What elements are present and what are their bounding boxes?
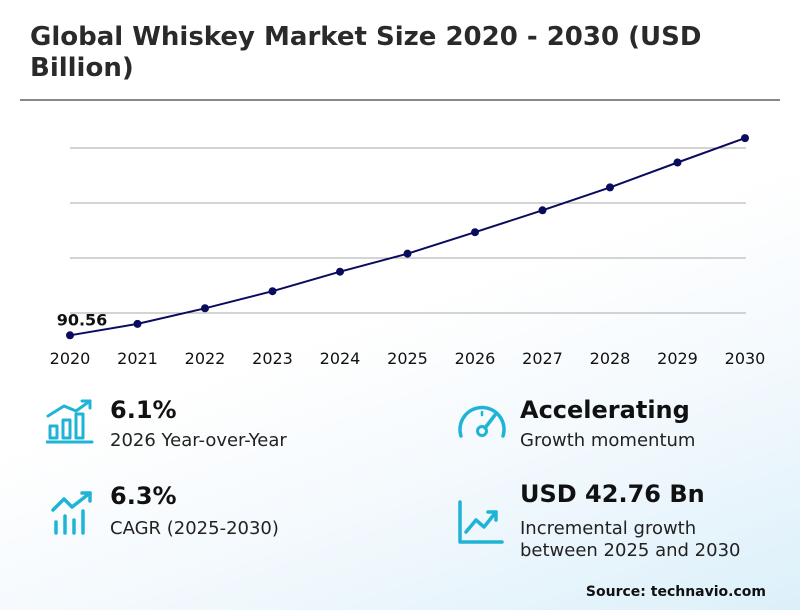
x-tick-label: 2021 <box>117 349 158 368</box>
data-point <box>66 331 74 340</box>
data-points <box>66 134 749 340</box>
x-tick-label: 2030 <box>725 349 766 368</box>
kpi-label: CAGR (2025-2030) <box>110 518 279 539</box>
data-point <box>268 287 277 296</box>
chart-title: Global Whiskey Market Size 2020 - 2030 (… <box>30 22 702 83</box>
x-tick-label: 2026 <box>455 349 496 368</box>
kpi-label: Growth momentum <box>520 430 696 451</box>
data-point <box>201 304 209 313</box>
x-tick-label: 2024 <box>320 349 361 368</box>
x-tick-label: 2029 <box>657 349 698 368</box>
line-chart: 2020 2021 2022 2023 2024 2025 2026 2027 2028 2029… <box>50 134 766 368</box>
kpi-value: 6.1% <box>110 396 177 424</box>
kpi-label-line2: between 2025 and 2030 <box>520 540 741 561</box>
x-tick-label: 2023 <box>252 349 293 368</box>
data-point <box>336 267 344 276</box>
x-tick-label: 2028 <box>590 349 631 368</box>
data-point <box>133 319 142 328</box>
kpi-label-line1: Incremental growth <box>520 518 697 539</box>
kpi-value: Accelerating <box>520 396 690 424</box>
series-line <box>69 137 746 337</box>
bar-chart-growth-icon <box>46 399 94 444</box>
data-point <box>606 183 614 192</box>
data-point <box>471 228 479 237</box>
data-point <box>741 134 749 143</box>
x-tick-label: 2027 <box>522 349 563 368</box>
data-point <box>538 206 547 215</box>
title-divider <box>20 99 780 101</box>
x-tick-label: 2022 <box>185 349 226 368</box>
data-label: 90.56 <box>57 310 108 329</box>
gridlines <box>70 147 746 314</box>
kpi-label: 2026 Year-over-Year <box>110 430 287 451</box>
data-point <box>673 158 682 167</box>
x-tick-label: 2025 <box>387 349 428 368</box>
kpi-value: USD 42.76 Bn <box>520 480 705 508</box>
data-point <box>403 249 412 258</box>
trend-bars-icon <box>51 491 92 535</box>
kpi-value: 6.3% <box>110 482 177 510</box>
line-chart-growth-icon <box>458 500 504 544</box>
speedometer-icon <box>458 405 506 438</box>
source-credit: Source: technavio.com <box>585 584 766 600</box>
x-axis-ticks: 2020 2021 2022 2023 2024 2025 2026 2027 2028 2029… <box>50 349 766 368</box>
x-tick-label: 2020 <box>50 349 91 368</box>
data-labels: 90.56 <box>57 310 108 329</box>
